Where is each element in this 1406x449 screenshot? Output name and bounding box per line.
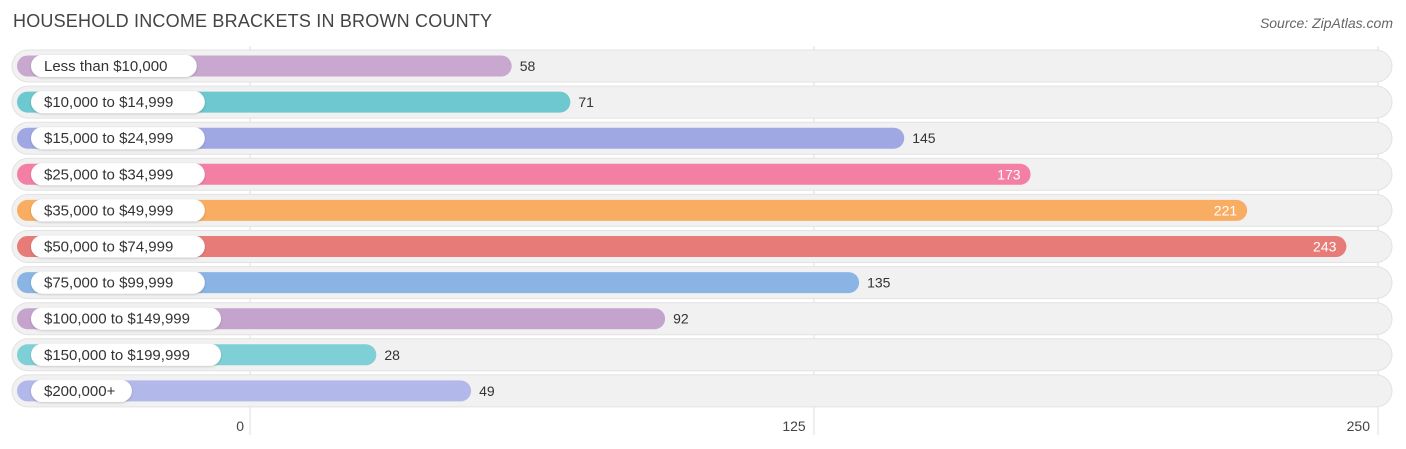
value-label: 221 — [1214, 202, 1238, 218]
category-label-pill — [31, 235, 205, 258]
x-tick-label: 0 — [236, 418, 244, 434]
category-label: $75,000 to $99,999 — [44, 275, 173, 292]
category-label: $200,000+ — [44, 383, 116, 400]
bar-row: $100,000 to $149,999 92 — [11, 302, 1393, 336]
category-label-pill — [31, 379, 132, 402]
value-label: 243 — [1313, 239, 1337, 255]
category-label-pill — [31, 307, 221, 330]
value-label: 173 — [997, 166, 1021, 182]
category-label: $15,000 to $24,999 — [44, 130, 173, 147]
x-axis-ticks: 0 125 250 — [236, 418, 1370, 434]
bar-row: $35,000 to $49,999 221 — [11, 193, 1393, 227]
value-label: 135 — [867, 275, 891, 291]
bar-rows: Less than $10,000 58$10,000 to $14,999 71$… — [11, 49, 1393, 408]
bar — [17, 163, 1031, 185]
value-label: 145 — [912, 130, 936, 146]
category-label-pill — [31, 127, 205, 150]
bar — [17, 236, 1347, 257]
bar-row: $25,000 to $34,999 173 — [11, 157, 1393, 191]
chart-title: HOUSEHOLD INCOME BRACKETS IN BROWN COUNT… — [13, 11, 493, 31]
bar — [17, 199, 1248, 221]
x-tick-label: 250 — [1347, 418, 1371, 434]
category-label-pill — [31, 163, 205, 186]
category-label-pill — [31, 91, 205, 114]
value-label: 71 — [578, 94, 594, 110]
value-label: 58 — [520, 58, 536, 74]
value-label: 92 — [673, 311, 689, 327]
bar-row: $10,000 to $14,999 71 — [11, 85, 1393, 119]
category-label: $150,000 to $199,999 — [44, 347, 190, 364]
category-label: $25,000 to $34,999 — [44, 166, 173, 183]
category-label-pill — [31, 271, 205, 294]
category-label: $10,000 to $14,999 — [44, 94, 173, 111]
x-tick-label: 125 — [782, 418, 806, 434]
value-label: 28 — [384, 347, 400, 363]
bar-row: $15,000 to $24,999 145 — [11, 121, 1393, 155]
bar — [17, 272, 860, 294]
category-label: $50,000 to $74,999 — [44, 239, 173, 256]
category-label: $100,000 to $149,999 — [44, 311, 190, 328]
source-note: Source: ZipAtlas.com — [1259, 15, 1393, 31]
category-label-pill — [31, 343, 221, 366]
category-label-pill — [31, 55, 197, 77]
value-label: 49 — [479, 383, 495, 399]
bar-row: Less than $10,000 58 — [11, 49, 1393, 83]
bar-row: $200,000+ 49 — [11, 374, 1393, 408]
bar-row: $50,000 to $74,999 243 — [11, 230, 1393, 263]
category-label: Less than $10,000 — [44, 58, 167, 75]
bar — [17, 127, 905, 149]
bar-row: $150,000 to $199,999 28 — [11, 338, 1393, 372]
category-label-pill — [31, 199, 205, 222]
bar-row: $75,000 to $99,999 135 — [11, 266, 1393, 300]
category-label: $35,000 to $49,999 — [44, 202, 173, 219]
